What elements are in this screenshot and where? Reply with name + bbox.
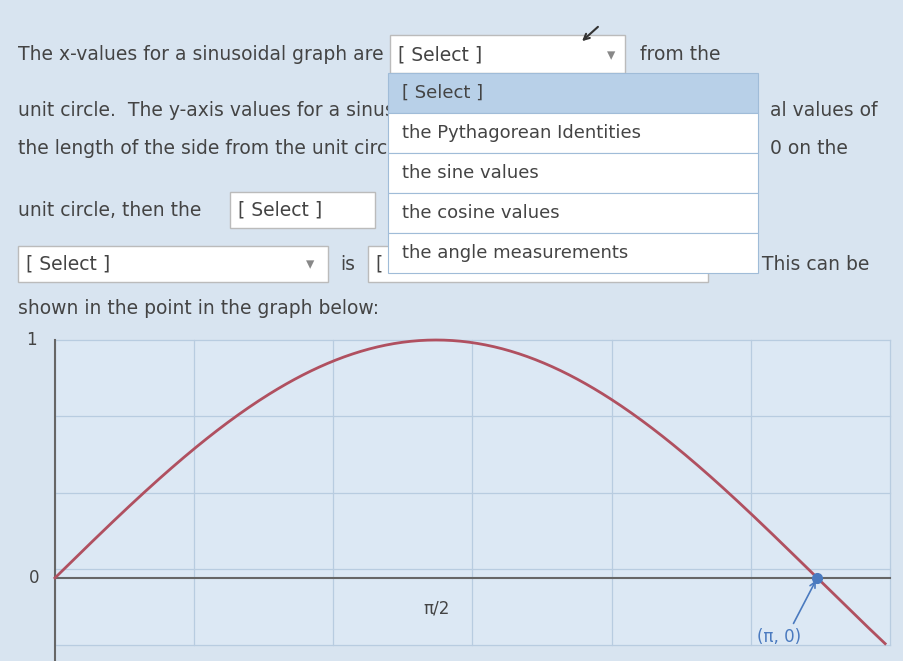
Text: (π, 0): (π, 0): [757, 628, 800, 646]
Text: shown in the point in the graph below:: shown in the point in the graph below:: [18, 299, 378, 317]
Text: [ Select ]: [ Select ]: [402, 84, 482, 102]
Bar: [389, 35, 624, 73]
Bar: [55, 340, 889, 645]
Text: ▾: ▾: [606, 46, 615, 64]
Text: . This can be: . This can be: [749, 254, 869, 274]
Bar: [229, 192, 375, 228]
Text: [ Select ]: [ Select ]: [26, 254, 110, 274]
Text: unit circle, then the: unit circle, then the: [18, 200, 201, 219]
Text: [ Select ]: [ Select ]: [397, 46, 481, 65]
Text: π/2: π/2: [423, 600, 449, 618]
Text: from the: from the: [639, 46, 720, 65]
Text: is: is: [340, 254, 355, 274]
Bar: [387, 233, 757, 273]
Text: The x-values for a sinusoidal graph are: The x-values for a sinusoidal graph are: [18, 46, 383, 65]
Text: the Pythagorean Identities: the Pythagorean Identities: [402, 124, 640, 142]
Text: the cosine values: the cosine values: [402, 204, 559, 222]
Bar: [387, 113, 757, 153]
Text: 1: 1: [26, 331, 37, 349]
Text: ▾: ▾: [305, 255, 314, 273]
Text: unit circle.  The y-axis values for a sinus: unit circle. The y-axis values for a sin…: [18, 100, 395, 120]
Text: the length of the side from the unit circ: the length of the side from the unit cir…: [18, 139, 386, 157]
Text: the sine values: the sine values: [402, 164, 538, 182]
Text: the angle measurements: the angle measurements: [402, 244, 628, 262]
Bar: [387, 193, 757, 233]
Bar: [387, 73, 757, 113]
Bar: [18, 246, 328, 282]
Text: [ Select ]: [ Select ]: [237, 200, 321, 219]
Text: [ Se: [ Se: [376, 254, 412, 274]
Text: al values of: al values of: [769, 100, 877, 120]
Bar: [387, 153, 757, 193]
Text: 0 on the: 0 on the: [769, 139, 847, 157]
Bar: [368, 246, 707, 282]
Text: 0: 0: [29, 569, 39, 587]
